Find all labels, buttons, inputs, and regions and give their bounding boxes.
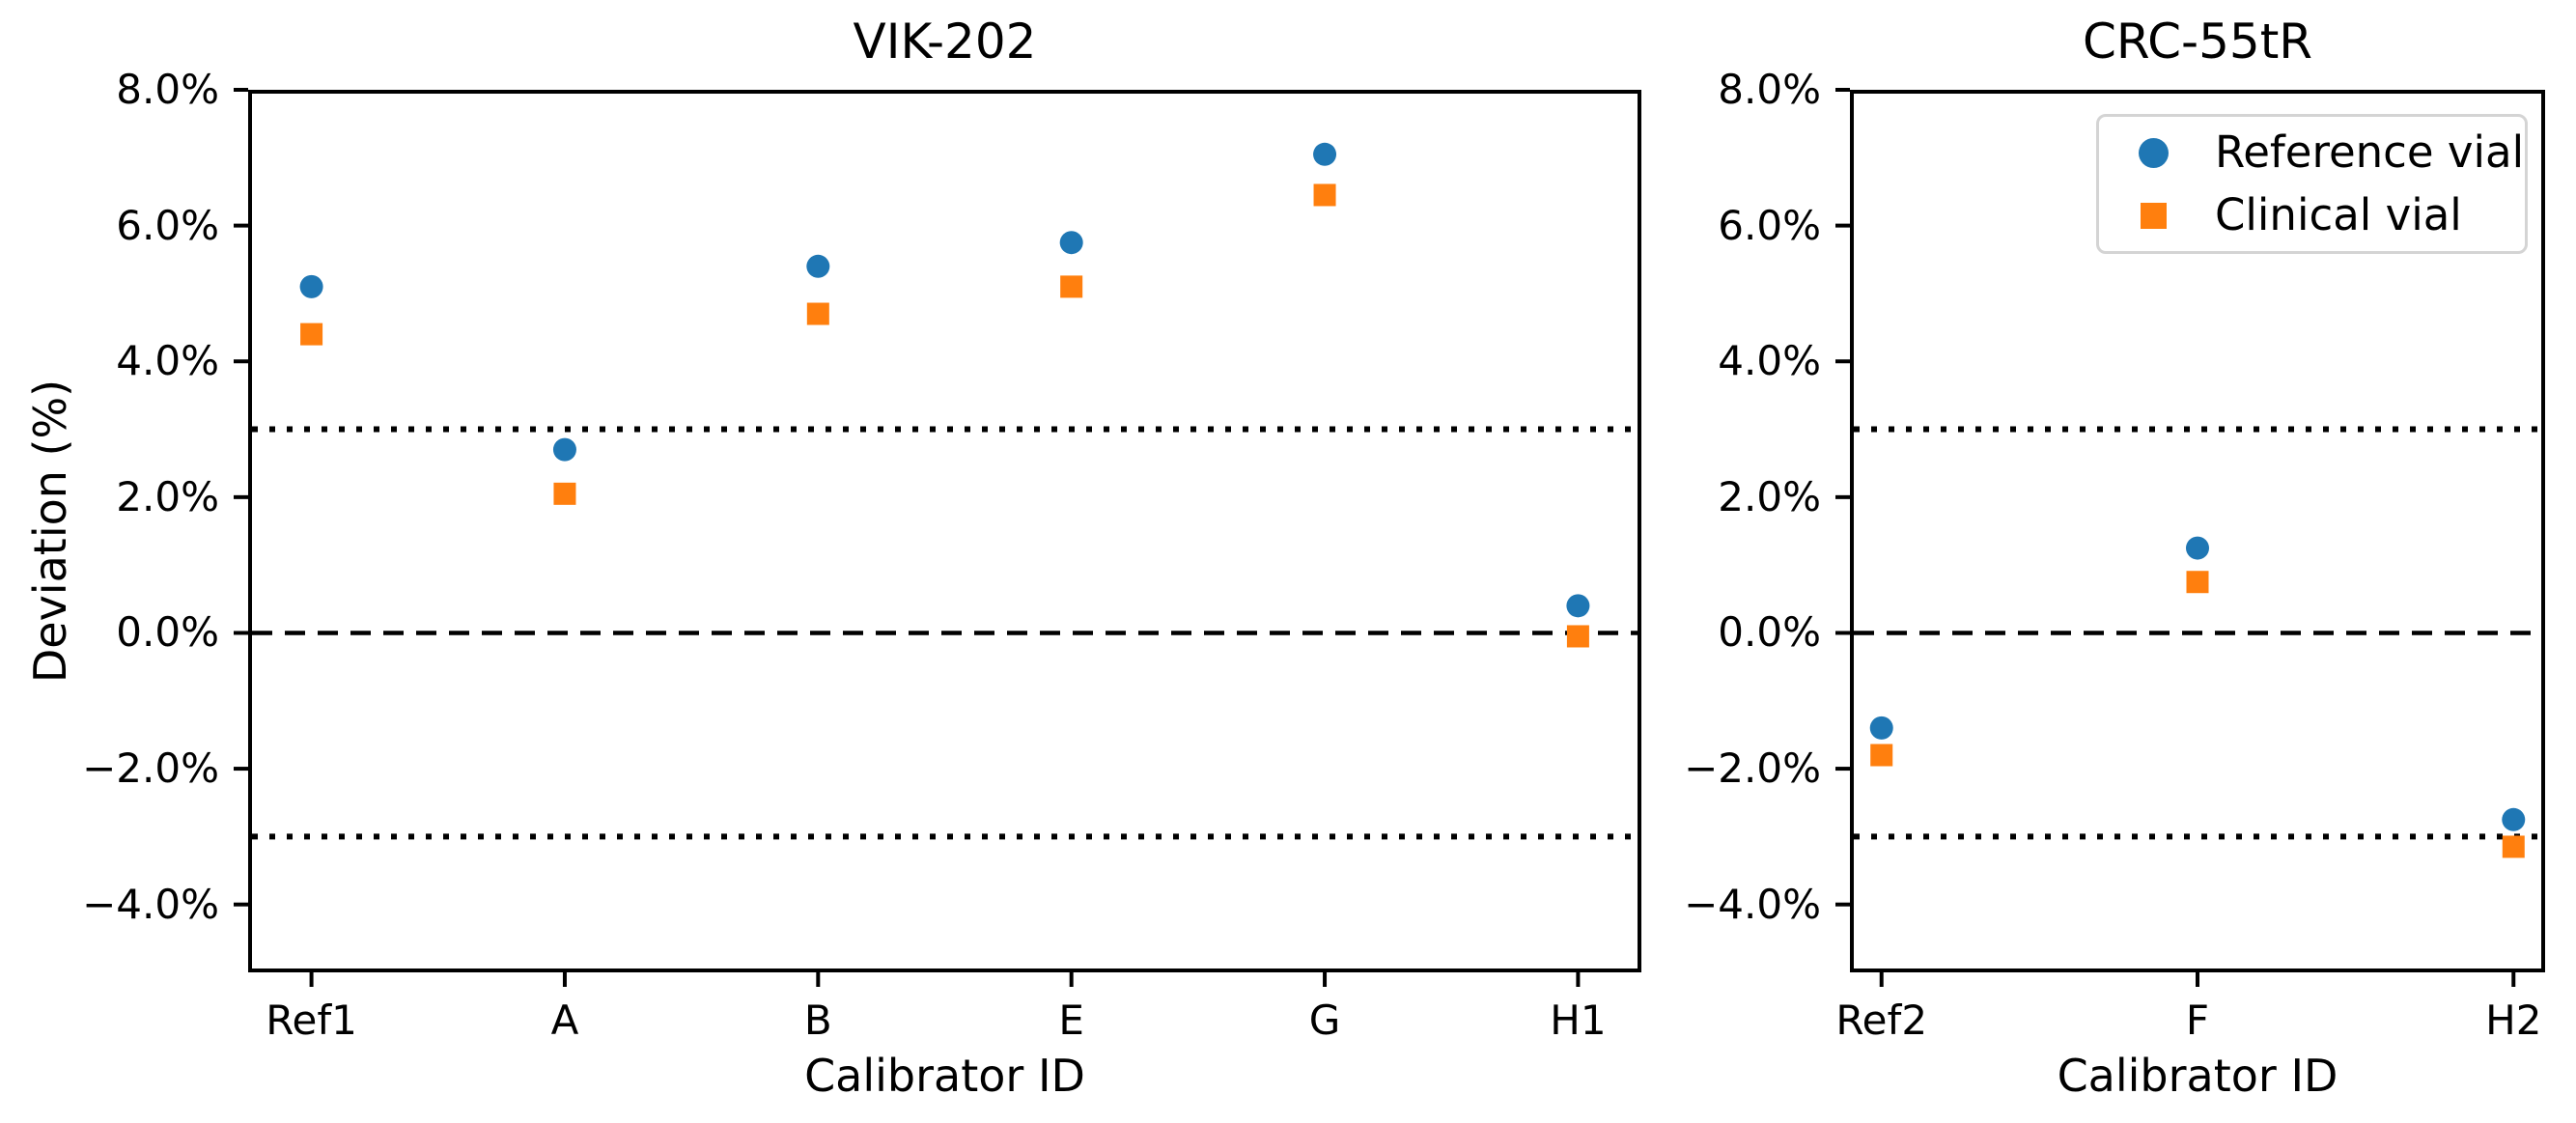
legend-label-reference-vial: Reference vial [2215,126,2525,178]
axes-vik202 [234,88,1641,987]
legend-marker-box [2134,137,2172,168]
y-tick-label: 6.0% [1718,201,1821,249]
x-tick-label-H2: H2 [2485,997,2542,1044]
axes-crc55tr [1835,88,2545,987]
y-tick-label: 8.0% [1718,66,1821,113]
x-tick-label-Ref1: Ref1 [266,997,357,1044]
data-point-H1-clinical-vial [1566,625,1589,648]
x-tick-label-B: B [803,997,832,1044]
data-point-E-reference-vial [1059,231,1083,255]
data-point-A-reference-vial [552,437,576,462]
legend: Reference vial Clinical vial [2096,114,2528,254]
data-point-G-reference-vial [1313,142,1337,166]
data-point-B-reference-vial [806,254,830,278]
data-point-Ref1-clinical-vial [300,323,323,346]
y-tick-label: 0.0% [1718,608,1821,657]
axes-spines [248,90,1641,972]
x-tick-label-F: F [2185,997,2210,1044]
y-tick-label: 2.0% [116,472,219,520]
y-tick-label: −4.0% [1684,880,1821,928]
data-point-B-clinical-vial [806,302,829,325]
data-point-G-clinical-vial [1313,183,1336,207]
x-tick-label-Ref2: Ref2 [1835,997,1928,1044]
legend-marker-box [2134,202,2172,229]
data-point-Ref2-clinical-vial [1870,744,1893,767]
subplot-title-crc55tr: CRC-55tR [2082,14,2313,70]
legend-item-clinical-vial: Clinical vial [2134,188,2525,242]
data-point-H1-reference-vial [1566,594,1590,618]
y-tick-label: 2.0% [1718,472,1821,520]
reference-vial-circle-icon [2138,137,2169,168]
y-tick-label: 8.0% [116,66,219,113]
data-point-Ref2-reference-vial [1869,716,1893,740]
y-tick-label: −4.0% [82,880,219,928]
clinical-vial-square-icon [2140,202,2167,229]
data-point-A-clinical-vial [553,482,576,505]
x-axis-label-vik202: Calibrator ID [804,1050,1085,1102]
data-point-Ref1-reference-vial [299,274,323,298]
data-point-E-clinical-vial [1060,275,1083,298]
legend-item-reference-vial: Reference vial [2134,126,2525,180]
y-tick-label: −2.0% [82,744,219,793]
y-tick-label: 0.0% [116,608,219,657]
legend-label-clinical-vial: Clinical vial [2215,189,2462,240]
data-point-F-reference-vial [2186,536,2209,560]
x-tick-label-G: G [1308,997,1341,1044]
data-point-H2-reference-vial [2502,807,2526,831]
x-tick-label-E: E [1058,997,1084,1044]
x-tick-label-A: A [550,997,579,1044]
axes-spines [1850,90,2545,972]
data-point-H2-clinical-vial [2502,835,2525,858]
x-tick-label-H1: H1 [1550,997,1607,1044]
y-tick-label: 6.0% [116,201,219,249]
subplot-title-vik202: VIK-202 [853,14,1037,70]
x-axis-label-crc55tr: Calibrator ID [2057,1050,2338,1102]
y-tick-label: −2.0% [1684,744,1821,793]
data-point-F-clinical-vial [2186,571,2209,594]
y-tick-label: 4.0% [116,337,219,385]
y-tick-label: 4.0% [1718,337,1821,385]
